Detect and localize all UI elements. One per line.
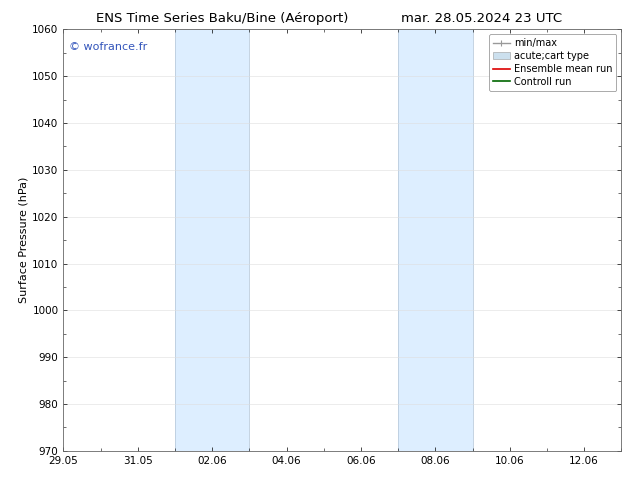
Text: mar. 28.05.2024 23 UTC: mar. 28.05.2024 23 UTC bbox=[401, 12, 562, 25]
Bar bbox=[398, 29, 472, 451]
Text: © wofrance.fr: © wofrance.fr bbox=[69, 42, 147, 52]
Bar bbox=[175, 29, 249, 451]
Legend: min/max, acute;cart type, Ensemble mean run, Controll run: min/max, acute;cart type, Ensemble mean … bbox=[489, 34, 616, 91]
Y-axis label: Surface Pressure (hPa): Surface Pressure (hPa) bbox=[18, 177, 28, 303]
Text: ENS Time Series Baku/Bine (Aéroport): ENS Time Series Baku/Bine (Aéroport) bbox=[96, 12, 348, 25]
